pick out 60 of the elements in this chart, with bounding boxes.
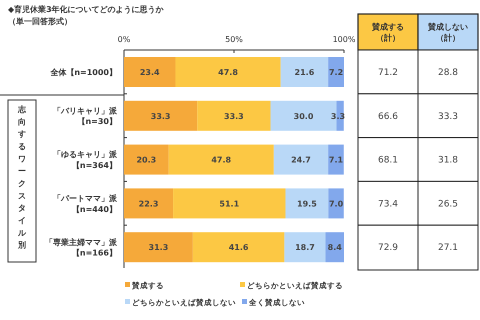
data-label: 7.2 [328, 68, 344, 77]
bar [197, 100, 271, 131]
x-tick-label: 賛成する（計） [371, 22, 404, 42]
x-tick-label: 50% [225, 35, 244, 44]
data-label: 68.1 [378, 156, 398, 166]
data-label: 27.1 [438, 243, 458, 254]
bar [192, 232, 284, 262]
x-tick-label: 100% [332, 35, 356, 44]
data-label: 33.3 [150, 112, 171, 121]
bar [124, 144, 169, 175]
data-label: 21.6 [294, 68, 315, 77]
data-label: 7.1 [328, 156, 344, 165]
bar [328, 57, 344, 87]
y-tick-label: 「バリキャリ」派【n=30】 [53, 106, 118, 126]
bar [124, 232, 193, 262]
data-label: 51.1 [219, 199, 240, 208]
bar [124, 57, 176, 87]
bar [280, 57, 328, 87]
data-label: 26.5 [438, 199, 458, 210]
data-label: 18.7 [295, 243, 315, 252]
x-tick-label: 賛成しない（計） [427, 22, 468, 42]
text: （単一回答形式） [8, 17, 72, 26]
data-label: 41.6 [228, 243, 249, 252]
y-tick-label: 全体【n=1000】 [49, 68, 117, 77]
data-label: 23.4 [140, 68, 160, 77]
data-label: 73.4 [378, 199, 398, 210]
data-label: 33.3 [224, 112, 244, 121]
bar [326, 232, 344, 262]
data-label: 7.0 [328, 199, 344, 208]
bar [284, 232, 326, 262]
data-label: 24.7 [291, 156, 311, 165]
bar [285, 188, 328, 218]
chart-title: ◆育児休業3年化についてどのように思うか [8, 4, 165, 14]
data-label: 28.8 [438, 68, 458, 78]
data-label: 66.6 [378, 112, 398, 122]
bar [328, 188, 344, 218]
text: 志向するワークスタイル別 [18, 105, 26, 250]
x-tick-label: 0% [118, 35, 131, 44]
bar [328, 144, 344, 175]
bar [124, 100, 198, 131]
data-label: 31.3 [148, 243, 168, 252]
bar [175, 57, 281, 87]
data-label: 22.3 [138, 199, 158, 208]
data-label: 31.8 [438, 156, 458, 166]
y-tick-label: 「専業主婦ママ」派【n=166】 [45, 236, 118, 258]
y-tick-label: 「ゆるキャリ」派【n=364】 [53, 150, 118, 170]
data-label: 47.8 [218, 68, 238, 77]
bar [274, 144, 328, 175]
bar [124, 188, 174, 218]
bar [168, 144, 274, 175]
data-label: 72.9 [378, 243, 398, 254]
data-label: 20.3 [136, 156, 156, 165]
data-label: 8.4 [328, 243, 342, 252]
data-label: 71.2 [378, 68, 398, 78]
data-label: 47.8 [211, 156, 232, 165]
data-label: 30.0 [294, 112, 314, 121]
data-label: 33.3 [438, 112, 458, 122]
bar [173, 188, 286, 218]
y-tick-label: 「パートママ」派【n=440】 [53, 194, 118, 214]
data-label: 19.5 [297, 199, 318, 208]
